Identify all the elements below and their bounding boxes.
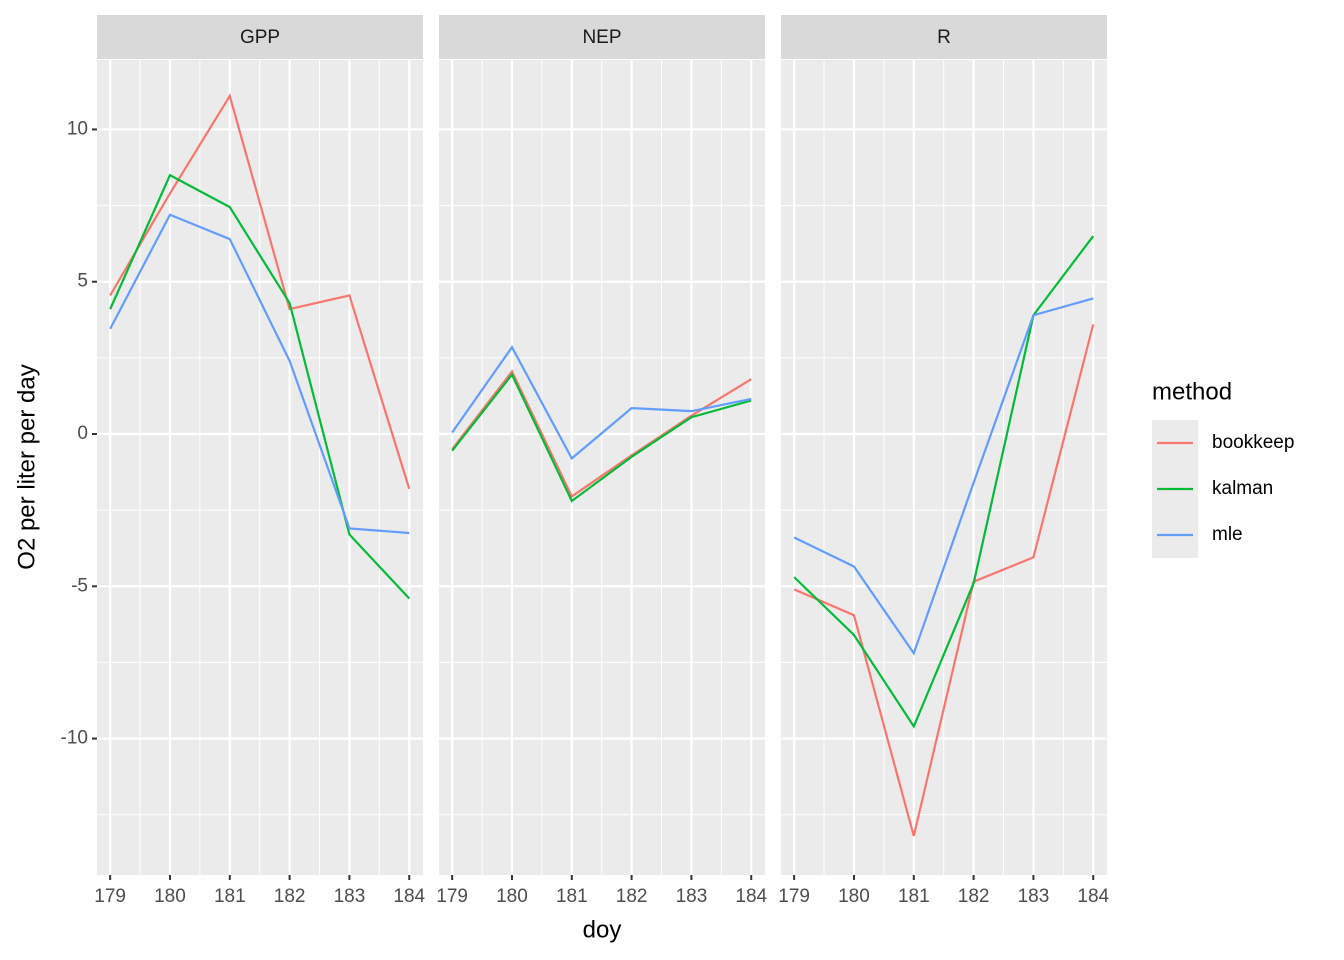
x-tick-label: 182 xyxy=(958,886,990,907)
x-tick-label: 180 xyxy=(838,886,870,907)
legend-title: method xyxy=(1152,378,1232,405)
strip xyxy=(439,15,765,59)
x-tick-label: 181 xyxy=(556,886,588,907)
legend-label: bookkeep xyxy=(1212,432,1294,453)
y-axis-title: O2 per liter per day xyxy=(13,364,40,569)
panel-title: GPP xyxy=(240,27,280,48)
x-tick-label: 180 xyxy=(496,886,528,907)
x-tick-label: 183 xyxy=(1018,886,1050,907)
legend-label: mle xyxy=(1212,524,1243,545)
series-line xyxy=(793,297,1094,656)
x-axis-title: doy xyxy=(583,916,622,943)
x-tick-label: 183 xyxy=(676,886,708,907)
series-line xyxy=(109,213,410,535)
x-tick-label: 183 xyxy=(334,886,366,907)
x-tick-label: 179 xyxy=(778,886,810,907)
panel-title: R xyxy=(937,27,951,48)
strip xyxy=(781,15,1107,59)
x-tick-label: 180 xyxy=(154,886,186,907)
legend-label: kalman xyxy=(1212,478,1273,499)
y-tick-label: -5 xyxy=(71,575,88,596)
series-line xyxy=(793,324,1095,837)
series-line xyxy=(451,345,752,461)
x-tick-label: 184 xyxy=(735,886,767,907)
y-tick-label: -10 xyxy=(61,728,88,749)
x-tick-label: 181 xyxy=(214,886,246,907)
series-line xyxy=(793,235,1095,729)
y-tick-label: 10 xyxy=(67,118,88,139)
x-tick-label: 181 xyxy=(898,886,930,907)
strip xyxy=(97,15,423,59)
y-tick-label: 5 xyxy=(77,271,88,292)
panel-title: NEP xyxy=(582,27,621,48)
x-tick-label: 179 xyxy=(94,886,126,907)
x-tick-label: 184 xyxy=(393,886,425,907)
x-tick-label: 182 xyxy=(616,886,648,907)
series-line xyxy=(109,173,411,600)
x-tick-label: 182 xyxy=(274,886,306,907)
series-line xyxy=(109,93,411,490)
y-tick-label: 0 xyxy=(77,423,88,444)
series-line xyxy=(451,372,752,503)
x-tick-label: 179 xyxy=(436,886,468,907)
x-tick-label: 184 xyxy=(1077,886,1109,907)
